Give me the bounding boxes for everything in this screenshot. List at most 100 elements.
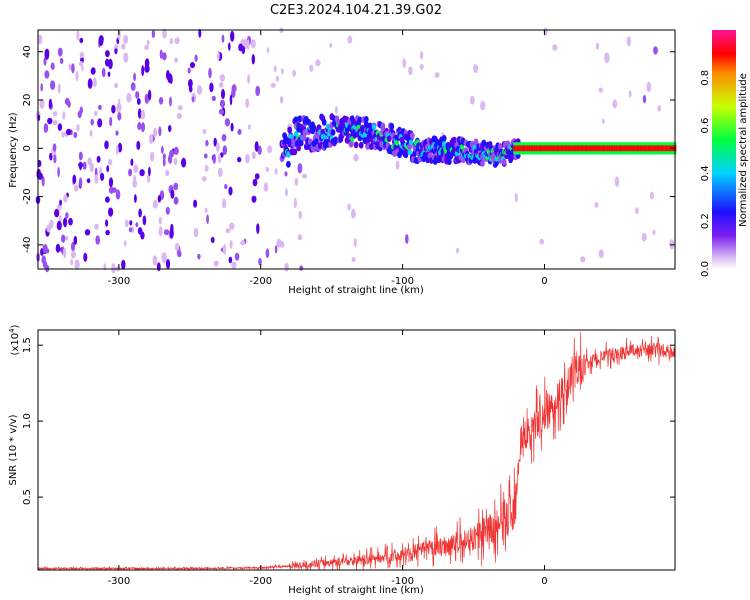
heatmap-cell	[39, 98, 45, 109]
heatmap-cell	[294, 177, 299, 186]
heatmap-cell	[649, 191, 654, 200]
heatmap-cell	[204, 164, 209, 172]
heatmap-cell	[256, 223, 260, 235]
heatmap-cell	[550, 145, 554, 152]
y-tick-label: 0.5	[22, 489, 33, 505]
heatmap-cell	[224, 118, 230, 127]
heatmap-cell	[94, 174, 99, 184]
heatmap-cell	[537, 145, 541, 152]
heatmap-cell	[101, 67, 106, 78]
heatmap-cell	[231, 261, 237, 269]
heatmap-cell	[215, 142, 220, 152]
heatmap-cell	[287, 126, 293, 134]
heatmap-cell	[173, 157, 178, 166]
heatmap-cell	[247, 74, 251, 85]
heatmap-cell	[240, 240, 246, 246]
heatmap-cell	[604, 52, 610, 64]
heatmap-cell	[75, 70, 79, 82]
heatmap-cell	[293, 131, 299, 137]
heatmap-cell	[436, 156, 442, 164]
heatmap-cell	[274, 245, 278, 254]
heatmap-cell	[219, 81, 224, 88]
heatmap-cell	[108, 177, 114, 188]
heatmap-cell	[166, 70, 170, 80]
heatmap-cell	[221, 88, 225, 100]
heatmap-cell	[625, 145, 629, 152]
heatmap-cell	[591, 145, 595, 152]
heatmap-cell	[273, 65, 277, 73]
heatmap-cell	[598, 249, 604, 259]
heatmap-cell	[105, 50, 110, 58]
heatmap-cell	[105, 219, 109, 227]
heatmap-cell	[311, 124, 317, 132]
colorbar-tick-label: 0.4	[700, 165, 711, 181]
heatmap-cell	[473, 64, 479, 73]
heatmap-cell	[347, 35, 353, 44]
heatmap-cell	[71, 241, 75, 252]
heatmap-cell	[653, 46, 658, 55]
heatmap-cell	[73, 235, 78, 245]
heatmap-cell	[610, 145, 614, 152]
heatmap-cell	[131, 226, 135, 234]
heatmap-cell	[330, 129, 336, 136]
heatmap-cell	[237, 128, 242, 135]
heatmap-cell	[564, 145, 568, 152]
heatmap-cell	[158, 226, 163, 237]
heatmap-cell	[117, 142, 123, 153]
heatmap-cell	[293, 116, 299, 124]
heatmap-cell	[55, 243, 61, 253]
heatmap-cell	[557, 145, 561, 152]
heatmap-cell	[68, 63, 72, 71]
heatmap-cell	[309, 64, 314, 72]
heatmap-cell	[161, 145, 164, 154]
colorbar: 0.0 0.2 0.4 0.6 0.8 Normalized spectral ampl…	[700, 30, 749, 277]
heatmap-cell	[571, 145, 575, 152]
heatmap-cell	[81, 65, 84, 71]
heatmap-cell	[237, 156, 242, 163]
heatmap-cell	[201, 176, 207, 182]
heatmap-cell	[206, 214, 210, 224]
colorbar-tick-label: 0.2	[700, 213, 711, 229]
snr-plot-area	[38, 330, 675, 570]
heatmap-cell	[274, 168, 278, 175]
heatmap-cell	[121, 259, 126, 270]
heatmap-cell	[601, 145, 605, 152]
heatmap-cell	[292, 69, 296, 77]
heatmap-cell	[480, 160, 485, 167]
heatmap-cell	[90, 67, 96, 75]
heatmap-cell	[135, 222, 139, 228]
heatmap-cell	[52, 111, 58, 117]
heatmap-cell	[455, 247, 460, 254]
heatmap-cell	[109, 116, 113, 127]
heatmap-cell	[276, 238, 282, 248]
heatmap-cell	[130, 158, 134, 166]
heatmap-cell	[194, 54, 198, 62]
heatmap-cell	[594, 202, 599, 208]
x-tick-label: -300	[108, 576, 131, 587]
heatmap-cell	[123, 34, 128, 45]
heatmap-cell	[93, 110, 98, 116]
heatmap-cell	[605, 145, 609, 152]
heatmap-cell	[656, 145, 660, 152]
colorbar-label: Normalized spectral amplitude	[738, 73, 749, 227]
heatmap-cell	[46, 224, 52, 233]
heatmap-cell	[126, 92, 132, 103]
heatmap-cell	[100, 172, 105, 181]
heatmap-cell	[70, 259, 74, 266]
heatmap-cell	[612, 99, 618, 109]
heatmap-cell	[106, 165, 110, 173]
heatmap-cell	[228, 42, 231, 51]
heatmap-cell	[217, 50, 220, 61]
heatmap-cell	[265, 166, 269, 172]
heatmap-cell	[111, 104, 116, 114]
x-tick-label: 0	[541, 576, 547, 587]
heatmap-cell	[220, 100, 225, 108]
heatmap-cell	[228, 256, 233, 264]
heatmap-cell	[498, 143, 503, 151]
heatmap-cell	[218, 108, 224, 115]
heatmap-cell	[158, 216, 162, 225]
heatmap-cell	[229, 94, 233, 106]
heatmap-cell	[408, 66, 413, 76]
heatmap-cell	[297, 163, 303, 174]
heatmap-cell	[569, 145, 573, 152]
